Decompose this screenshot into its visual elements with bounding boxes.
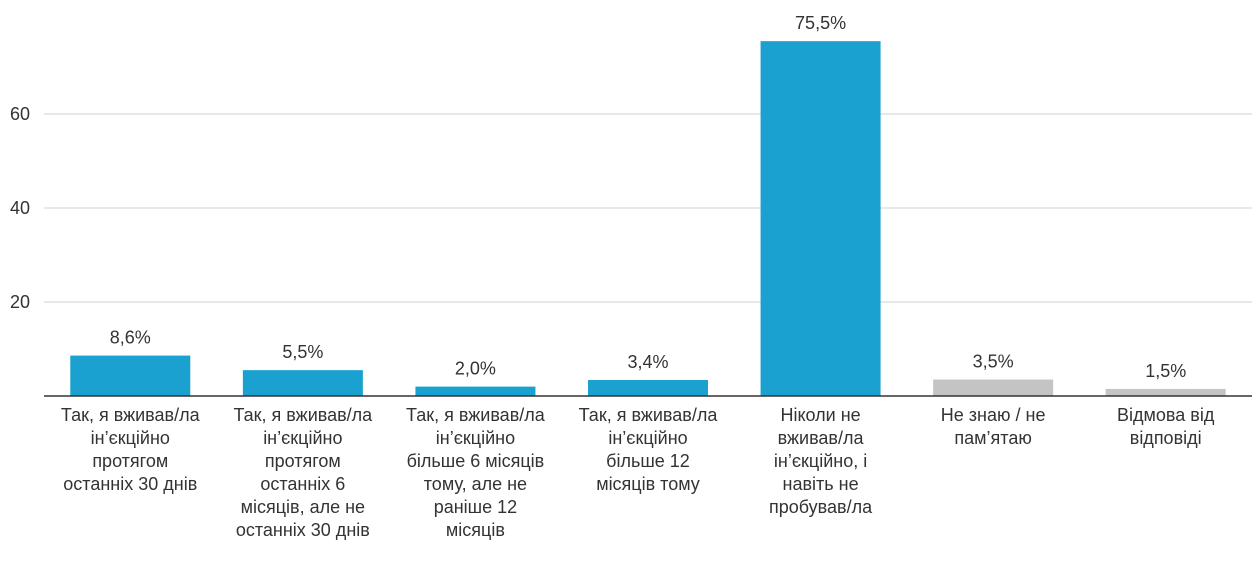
bar — [760, 41, 881, 397]
x-tick-label: Відмова від відповіді — [1117, 405, 1215, 448]
y-tick-label: 20 — [10, 292, 30, 312]
value-label: 8,6% — [110, 328, 151, 348]
x-tick-label: Так, я вживав/ла ін’єкційно протягом ост… — [60, 405, 200, 494]
bar — [1105, 388, 1226, 396]
x-tick-label: Ніколи не вживав/ла ін’єкційно, і навіть… — [768, 405, 873, 517]
value-label: 3,5% — [973, 352, 1014, 372]
bar — [933, 379, 1054, 396]
y-tick-label: 60 — [10, 104, 30, 124]
value-label: 3,4% — [627, 352, 668, 372]
y-tick-label: 40 — [10, 198, 30, 218]
value-label: 5,5% — [282, 342, 323, 362]
value-label: 1,5% — [1145, 361, 1186, 381]
bar — [415, 386, 536, 396]
x-tick-label: Не знаю / не пам’ятаю — [940, 405, 1046, 448]
x-tick-label: Так, я вживав/ла ін’єкційно більше 12 мі… — [578, 405, 718, 494]
value-label: 75,5% — [795, 13, 846, 33]
x-tick-label: Так, я вживав/ла ін’єкційно протягом ост… — [233, 405, 373, 540]
bar — [588, 380, 708, 396]
x-tick-label: Так, я вживав/ла ін’єкційно більше 6 міс… — [406, 405, 545, 540]
value-label: 2,0% — [455, 359, 496, 379]
bar — [242, 370, 363, 396]
bar — [70, 355, 191, 396]
